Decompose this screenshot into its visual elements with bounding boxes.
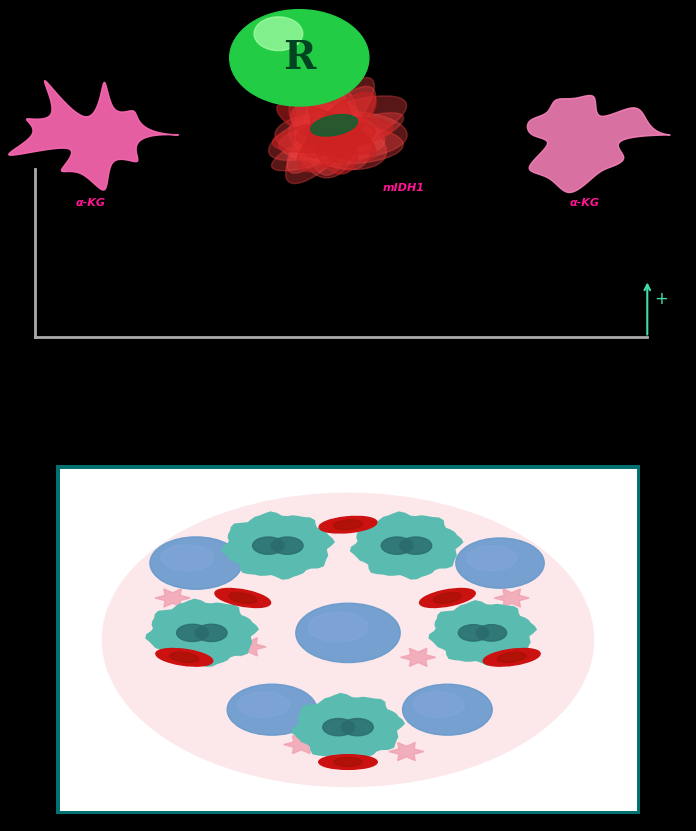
Ellipse shape: [271, 541, 285, 550]
Ellipse shape: [333, 520, 363, 529]
Circle shape: [254, 17, 303, 51]
Ellipse shape: [279, 125, 403, 165]
Ellipse shape: [459, 625, 489, 642]
Ellipse shape: [310, 115, 358, 136]
Text: α-KG: α-KG: [75, 198, 106, 208]
Ellipse shape: [271, 537, 303, 554]
Ellipse shape: [229, 593, 257, 603]
Ellipse shape: [477, 625, 507, 642]
Ellipse shape: [308, 612, 368, 642]
Text: R: R: [283, 39, 315, 76]
Ellipse shape: [227, 684, 317, 735]
Ellipse shape: [434, 593, 461, 603]
Ellipse shape: [253, 537, 284, 554]
Ellipse shape: [498, 652, 526, 662]
Text: α-KG: α-KG: [569, 198, 600, 208]
Ellipse shape: [476, 628, 489, 637]
Polygon shape: [401, 648, 436, 666]
Ellipse shape: [323, 719, 354, 735]
Ellipse shape: [319, 516, 377, 533]
Polygon shape: [231, 637, 266, 656]
Ellipse shape: [285, 86, 376, 184]
Ellipse shape: [275, 111, 407, 159]
Ellipse shape: [156, 648, 213, 666]
Ellipse shape: [292, 100, 370, 170]
Ellipse shape: [333, 758, 363, 766]
Ellipse shape: [466, 545, 517, 571]
Ellipse shape: [296, 117, 393, 148]
Ellipse shape: [150, 537, 242, 589]
Ellipse shape: [413, 692, 464, 717]
Ellipse shape: [161, 545, 214, 571]
Ellipse shape: [402, 684, 492, 735]
Ellipse shape: [196, 628, 208, 637]
Ellipse shape: [319, 755, 377, 770]
Ellipse shape: [304, 92, 376, 158]
Ellipse shape: [456, 538, 544, 588]
Ellipse shape: [170, 652, 198, 662]
Ellipse shape: [420, 588, 475, 607]
Ellipse shape: [196, 624, 227, 642]
Polygon shape: [494, 589, 529, 607]
Polygon shape: [146, 599, 258, 666]
Polygon shape: [429, 601, 536, 665]
Ellipse shape: [400, 541, 413, 550]
Ellipse shape: [269, 96, 406, 160]
Ellipse shape: [295, 78, 359, 178]
Ellipse shape: [289, 88, 372, 162]
Ellipse shape: [271, 113, 404, 171]
Ellipse shape: [296, 603, 400, 662]
Polygon shape: [292, 694, 404, 760]
Ellipse shape: [309, 83, 355, 164]
Polygon shape: [351, 512, 463, 579]
Text: mIDH1: mIDH1: [383, 183, 425, 193]
Ellipse shape: [177, 624, 208, 642]
Polygon shape: [284, 735, 319, 754]
Circle shape: [102, 494, 594, 786]
Ellipse shape: [277, 102, 374, 154]
Ellipse shape: [381, 537, 413, 554]
Ellipse shape: [342, 722, 354, 732]
FancyBboxPatch shape: [56, 465, 640, 814]
Ellipse shape: [314, 120, 358, 174]
Ellipse shape: [215, 588, 271, 607]
Ellipse shape: [290, 104, 385, 152]
Circle shape: [230, 10, 369, 106]
Ellipse shape: [289, 114, 386, 170]
Ellipse shape: [238, 692, 289, 717]
Ellipse shape: [287, 77, 374, 173]
Ellipse shape: [297, 118, 359, 172]
Polygon shape: [155, 589, 190, 607]
Ellipse shape: [342, 719, 373, 735]
Ellipse shape: [483, 648, 540, 666]
Ellipse shape: [309, 122, 377, 161]
Ellipse shape: [304, 81, 350, 175]
Polygon shape: [389, 742, 424, 760]
Polygon shape: [9, 81, 179, 190]
Ellipse shape: [400, 537, 432, 554]
Polygon shape: [222, 512, 334, 579]
Ellipse shape: [272, 121, 375, 153]
Polygon shape: [528, 96, 670, 193]
Text: +: +: [654, 290, 668, 307]
